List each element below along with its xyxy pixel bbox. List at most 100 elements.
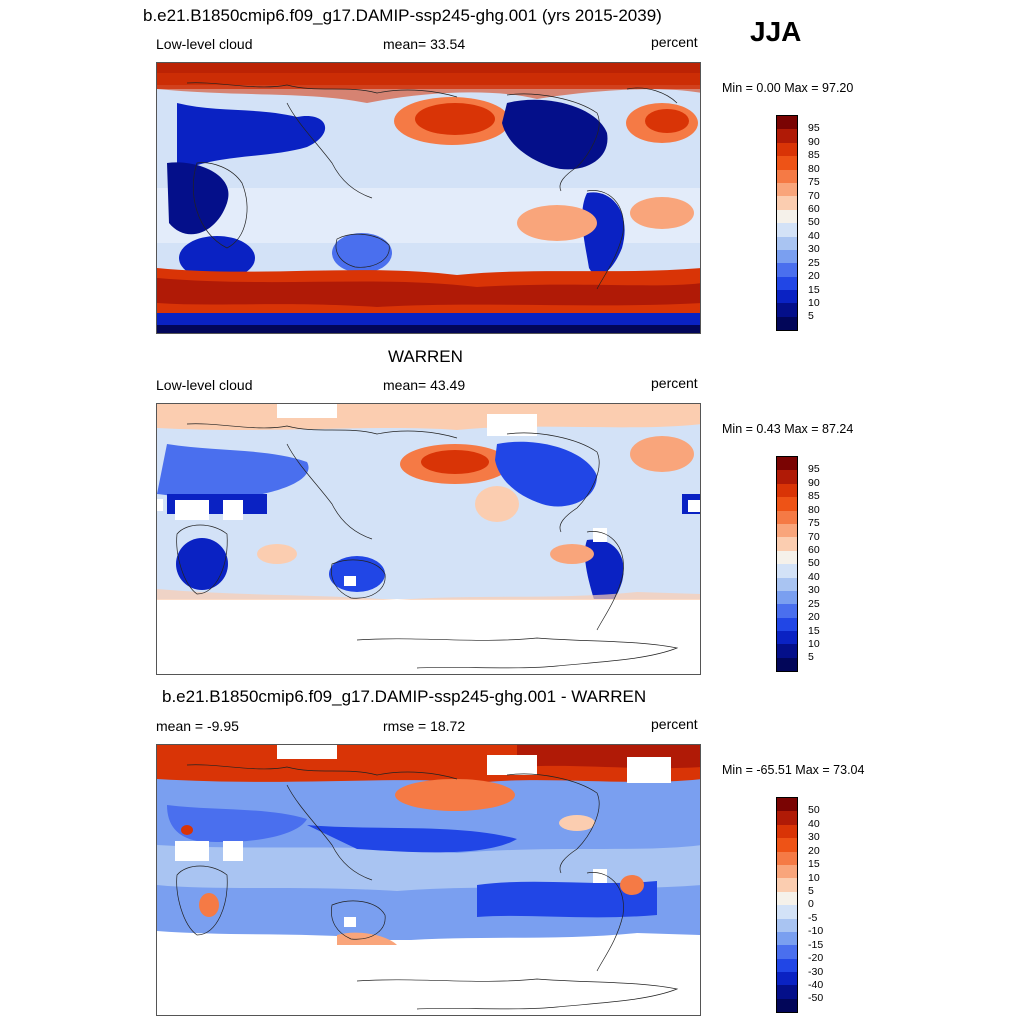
panel3-rmse-label: rmse = 18.72 [383,718,466,734]
panel2-map [156,403,701,675]
colorbar-swatch [777,116,797,130]
panel1-cb-label: 40 [808,230,820,242]
panel3-cb-label: 40 [808,818,820,830]
colorbar-swatch [777,497,797,511]
panel2-cb-label: 25 [808,598,820,610]
colorbar-swatch [777,537,797,551]
colorbar-swatch [777,182,797,197]
season-label: JJA [750,16,802,47]
panel2-cb-label: 5 [808,651,814,663]
panel2-colorbar: 95 90 85 80 75 70 60 50 40 30 25 20 15 1… [776,456,820,673]
panel3-cb-label: -5 [808,912,818,924]
colorbar-swatch [777,590,797,605]
colorbar-swatch [777,209,797,224]
panel1-cb-label: 85 [808,149,820,161]
colorbar-swatch [777,657,797,672]
colorbar-swatch [777,631,797,645]
colorbar-swatch [777,457,797,471]
panel2-mean-label: mean= 43.49 [383,377,466,393]
colorbar-swatch [777,958,797,973]
panel3-cb-label: -50 [808,992,824,1004]
panel3-cb-label: 15 [808,858,820,870]
panel2-cb-label: 60 [808,544,820,556]
colorbar-swatch [777,851,797,865]
colorbar-swatch [777,169,797,183]
panel3-units-label: percent [651,716,698,732]
panel3-cb-label: -15 [808,939,824,951]
panel2-cb-label: 20 [808,611,820,623]
panel3-cb-label: -10 [808,925,824,937]
panel3-minmax: Min = -65.51 Max = 73.04 [722,763,865,777]
panel3-cb-label: -20 [808,952,824,964]
panel1-minmax: Min = 0.00 Max = 97.20 [722,81,854,95]
colorbar-swatch [777,878,797,892]
colorbar-swatch [777,223,797,237]
panel2-cb-label: 85 [808,490,820,502]
colorbar-swatch [777,249,797,264]
panel2-cb-label: 95 [808,463,820,475]
panel3-cb-label: 0 [808,898,814,910]
colorbar-swatch [777,577,797,591]
panel3-title: b.e21.B1850cmip6.f09_g17.DAMIP-ssp245-gh… [162,687,647,706]
panel1-cb-label: 10 [808,297,820,309]
panel1-colorbar: 95 90 85 80 75 70 60 50 40 30 25 20 15 1… [776,115,820,332]
panel3-cb-label: 10 [808,872,820,884]
colorbar-swatch [777,290,797,304]
panel3-mean-label: mean = -9.95 [156,718,239,734]
panel1-colorbar-swatches [776,115,798,332]
colorbar-swatch [777,604,797,618]
panel2-cb-label: 30 [808,584,820,596]
panel1-cb-label: 80 [808,163,820,175]
panel3-cb-label: -40 [808,979,824,991]
panel1-cb-label: 60 [808,203,820,215]
panel1-cb-label: 15 [808,284,820,296]
colorbar-swatch [777,550,797,565]
colorbar-swatch [777,617,797,632]
panel2-cb-label: 70 [808,531,820,543]
panel2-cb-label: 75 [808,517,820,529]
colorbar-swatch [777,798,797,812]
panel2-units-label: percent [651,375,698,391]
panel1-map [156,62,701,334]
panel2-left-label: Low-level cloud [156,377,253,393]
panel3-cb-label: -30 [808,966,824,978]
panel1-cb-label: 5 [808,310,814,322]
panel1-cb-label: 75 [808,176,820,188]
panel1-cb-label: 20 [808,270,820,282]
colorbar-swatch [777,824,797,839]
colorbar-swatch [777,838,797,852]
panel2-cb-label: 15 [808,625,820,637]
panel2-colorbar-swatches [776,456,798,673]
panel3-cb-label: 5 [808,885,814,897]
panel2-cb-label: 80 [808,504,820,516]
colorbar-swatch [777,931,797,946]
panel1-cb-label: 30 [808,243,820,255]
panel2-cb-label: 10 [808,638,820,650]
colorbar-swatch [777,470,797,484]
panel2-title: WARREN [388,347,463,366]
panel1-cb-label: 90 [808,136,820,148]
panel1-mean-label: mean= 33.54 [383,36,466,52]
colorbar-swatch [777,129,797,143]
panel2-cb-label: 40 [808,571,820,583]
colorbar-swatch [777,523,797,538]
colorbar-swatch [777,510,797,524]
panel1-cb-label: 25 [808,257,820,269]
colorbar-swatch [777,316,797,331]
colorbar-swatch [777,891,797,906]
panel2-minmax: Min = 0.43 Max = 87.24 [722,422,854,436]
colorbar-swatch [777,156,797,170]
panel3-map [156,744,701,1016]
colorbar-swatch [777,945,797,959]
panel3-cb-label: 50 [808,804,820,816]
colorbar-swatch [777,483,797,498]
panel3-cb-label: 30 [808,831,820,843]
colorbar-swatch [777,811,797,825]
colorbar-swatch [777,905,797,919]
colorbar-swatch [777,644,797,658]
colorbar-swatch [777,864,797,879]
panel1-left-label: Low-level cloud [156,36,253,52]
colorbar-swatch [777,998,797,1013]
panel1-title: b.e21.B1850cmip6.f09_g17.DAMIP-ssp245-gh… [143,6,662,25]
colorbar-swatch [777,263,797,277]
